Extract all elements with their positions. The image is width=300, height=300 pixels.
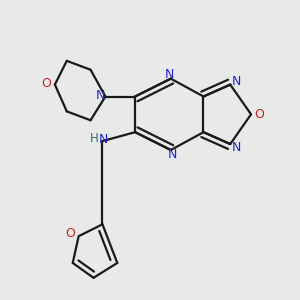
Text: O: O bbox=[254, 108, 264, 121]
Text: H: H bbox=[90, 132, 98, 145]
Text: N: N bbox=[232, 75, 241, 88]
Text: N: N bbox=[168, 148, 177, 161]
Text: N: N bbox=[165, 68, 174, 81]
Text: N: N bbox=[95, 88, 105, 101]
Text: O: O bbox=[42, 76, 52, 90]
Text: N: N bbox=[232, 140, 241, 154]
Text: N: N bbox=[99, 133, 109, 146]
Text: O: O bbox=[65, 227, 75, 240]
